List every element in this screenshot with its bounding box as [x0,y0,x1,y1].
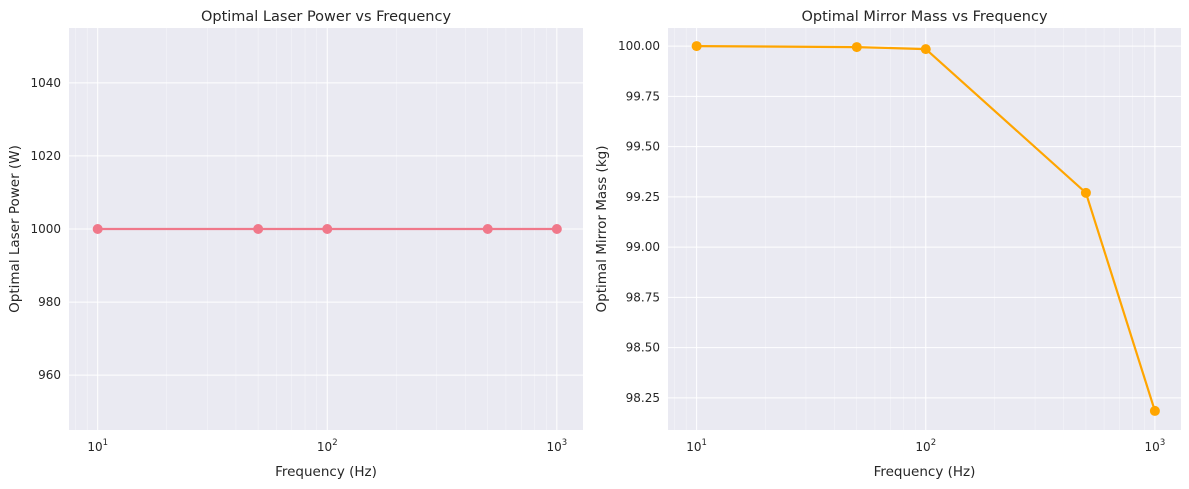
x-axis-label: Frequency (Hz) [275,464,377,480]
y-tick-label: 1000 [30,222,61,236]
x-axis-label: Frequency (Hz) [874,464,976,480]
data-point [851,42,862,53]
data-point [253,224,264,234]
data-point [322,224,333,234]
y-tick-label: 98.75 [626,290,660,304]
y-axis-label: Optimal Mirror Mass (kg) [594,146,610,313]
y-tick-label: 100.00 [618,39,660,53]
x-tick-label: 101 [686,438,707,454]
y-tick-label: 980 [38,295,61,309]
y-tick-label: 99.50 [626,140,660,154]
plot-area [668,28,1181,430]
y-tick-label: 98.50 [626,341,660,355]
chart-laser-power: 101 102 103 960 980 1000 1020 1040 Optimal Laser… [7,9,583,480]
data-point [1080,187,1091,198]
y-tick-label: 960 [38,368,61,382]
y-tick-label: 98.25 [626,391,660,405]
x-tick-label: 101 [87,438,108,454]
x-tick-label: 103 [1145,438,1166,454]
x-tick-label: 103 [546,438,567,454]
data-point [482,224,493,234]
data-point [691,41,702,52]
data-point [551,224,562,234]
y-tick-label: 99.75 [626,89,660,103]
data-point [92,224,103,234]
x-tick-label: 102 [317,438,338,454]
y-tick-label: 99.25 [626,190,660,204]
data-point [1149,405,1160,416]
y-tick-label: 1040 [30,76,61,90]
data-point [920,44,931,55]
chart-mirror-mass: 101 102 103 98.25 98.50 98.75 99.00 99.25 99.50 9… [594,9,1181,480]
chart-title: Optimal Mirror Mass vs Frequency [801,9,1047,25]
chart-title: Optimal Laser Power vs Frequency [201,9,452,25]
y-tick-label: 1020 [30,149,61,163]
y-tick-label: 99.00 [626,240,660,254]
y-axis-label: Optimal Laser Power (W) [7,145,23,313]
x-tick-label: 102 [915,438,936,454]
